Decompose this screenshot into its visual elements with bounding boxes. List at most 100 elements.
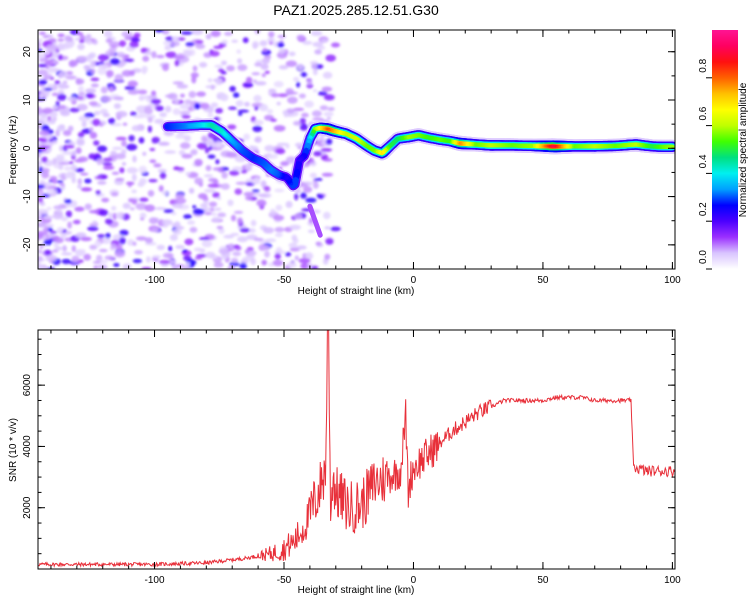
noise-blob: [132, 200, 138, 205]
noise-blob: [163, 253, 173, 258]
noise-blob: [293, 108, 304, 111]
noise-blob: [113, 97, 124, 101]
noise-blob: [172, 264, 178, 271]
noise-blob: [245, 249, 250, 253]
noise-blob: [105, 233, 110, 239]
noise-blob: [313, 69, 318, 76]
noise-blob: [85, 204, 92, 210]
noise-blob: [237, 217, 243, 224]
noise-blob: [209, 202, 217, 207]
noise-blob: [294, 193, 298, 200]
noise-blob: [274, 125, 286, 131]
noise-blob: [91, 78, 100, 82]
noise-blob: [66, 211, 72, 218]
noise-blob: [77, 32, 84, 35]
noise-blob: [215, 141, 222, 148]
noise-blob: [322, 173, 333, 177]
noise-blob: [297, 35, 306, 41]
noise-blob: [186, 42, 195, 46]
noise-blob: [228, 107, 237, 110]
noise-blob: [279, 49, 287, 54]
noise-blob: [313, 151, 322, 156]
snr-background: [38, 330, 675, 569]
noise-blob: [256, 199, 266, 206]
noise-blob: [57, 94, 66, 101]
noise-blob: [97, 181, 106, 185]
noise-blob: [331, 43, 340, 48]
noise-blob: [200, 103, 209, 109]
noise-blob: [264, 251, 270, 258]
noise-blob: [311, 63, 317, 69]
noise-blob: [159, 112, 167, 117]
noise-blob: [201, 136, 208, 143]
noise-blob: [312, 110, 322, 117]
noise-blob: [189, 188, 194, 194]
noise-blob: [162, 219, 173, 225]
noise-blob: [229, 170, 239, 175]
noise-blob: [232, 166, 243, 171]
noise-blob: [105, 218, 113, 224]
noise-blob: [214, 208, 221, 211]
noise-blob: [263, 227, 274, 233]
noise-blob: [139, 166, 147, 173]
noise-blob: [243, 84, 253, 87]
noise-blob: [55, 210, 63, 216]
noise-blob: [148, 179, 157, 182]
noise-blob: [101, 87, 108, 94]
noise-blob: [243, 37, 249, 43]
noise-blob: [251, 179, 259, 184]
noise-blob: [287, 97, 298, 104]
noise-blob: [76, 79, 85, 85]
noise-blob: [231, 258, 238, 263]
noise-blob: [123, 203, 131, 209]
noise-blob: [57, 227, 64, 231]
noise-blob: [321, 148, 333, 152]
noise-blob: [153, 163, 161, 167]
noise-blob: [164, 46, 171, 51]
noise-blob: [130, 112, 137, 116]
noise-blob: [196, 91, 206, 96]
noise-blob: [267, 109, 273, 114]
noise-blob: [213, 167, 224, 171]
noise-blob: [224, 32, 233, 36]
colorbar-tick-label: 0.0: [698, 250, 709, 264]
noise-blob: [262, 73, 266, 77]
noise-blob: [241, 170, 247, 173]
noise-blob: [44, 226, 49, 229]
noise-blob: [204, 212, 212, 215]
noise-blob: [79, 40, 85, 44]
noise-blob: [103, 158, 113, 162]
noise-blob: [90, 60, 95, 67]
noise-blob: [296, 82, 300, 88]
noise-blob: [180, 104, 191, 110]
noise-blob: [151, 51, 156, 58]
noise-blob: [227, 200, 233, 207]
noise-blob: [145, 237, 153, 243]
noise-blob: [106, 70, 114, 77]
noise-blob: [173, 81, 184, 84]
noise-blob: [194, 248, 203, 252]
ridge-segment: [298, 160, 300, 168]
noise-blob: [254, 28, 260, 35]
noise-blob: [231, 40, 238, 43]
x-tick-label: 50: [537, 575, 549, 586]
noise-blob: [56, 154, 65, 161]
noise-blob: [80, 173, 88, 176]
noise-blob: [255, 136, 262, 143]
noise-blob: [126, 182, 135, 186]
noise-blob: [110, 58, 120, 65]
noise-blob: [260, 40, 268, 46]
noise-blob: [310, 160, 314, 164]
noise-blob: [234, 211, 243, 214]
noise-blob: [93, 266, 98, 269]
noise-blob: [57, 180, 64, 183]
noise-blob: [84, 65, 90, 71]
noise-blob: [95, 176, 102, 179]
noise-blob: [55, 80, 61, 84]
noise-blob: [312, 42, 323, 47]
noise-blob: [97, 146, 107, 153]
noise-blob: [183, 51, 192, 57]
noise-blob: [90, 132, 98, 139]
noise-blob: [108, 212, 113, 218]
noise-blob: [58, 164, 63, 171]
